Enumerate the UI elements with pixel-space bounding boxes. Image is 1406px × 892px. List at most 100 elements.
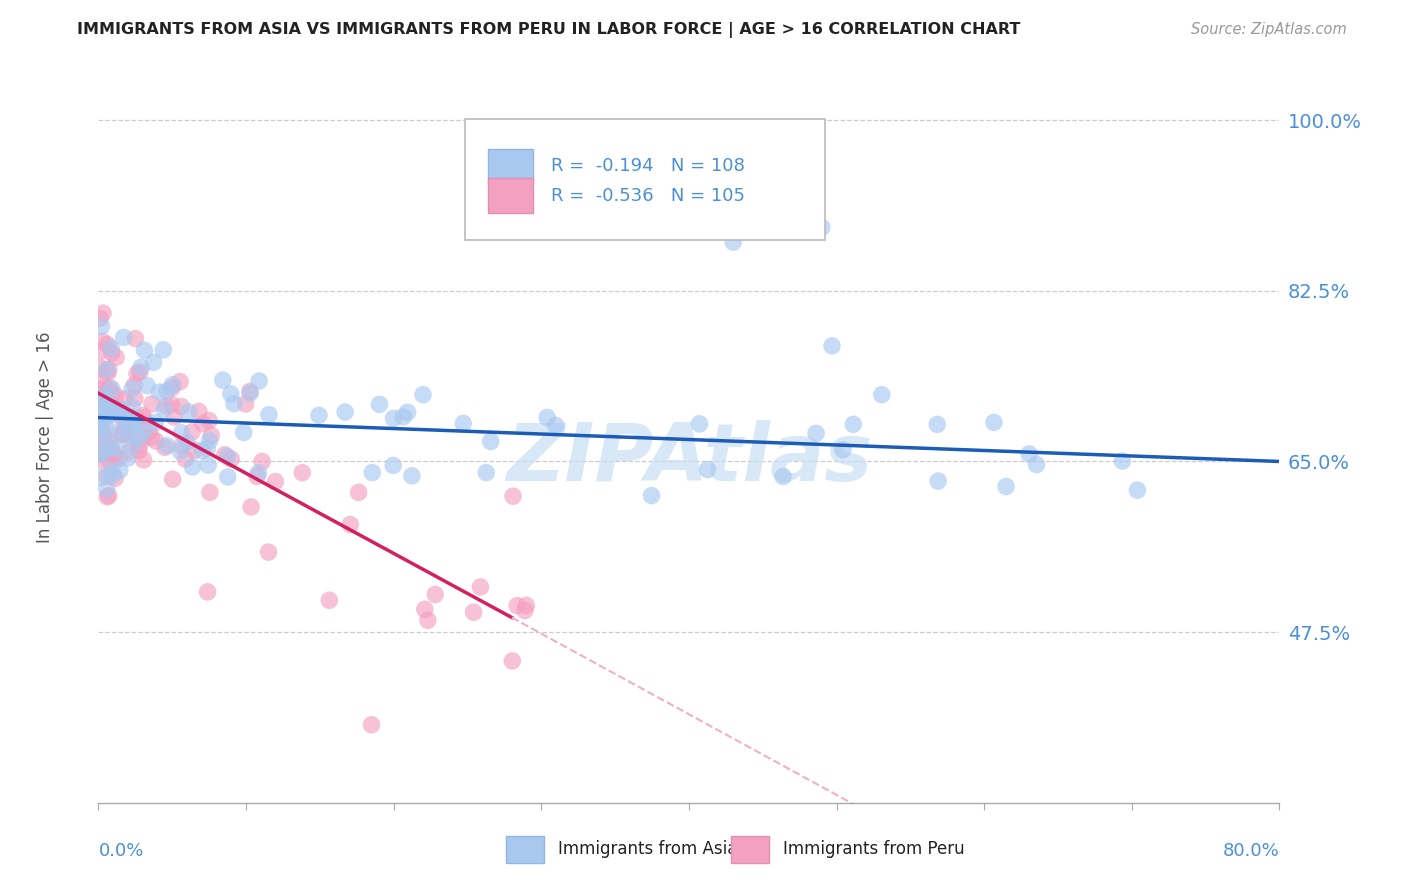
Text: Source: ZipAtlas.com: Source: ZipAtlas.com xyxy=(1191,22,1347,37)
Point xyxy=(392,409,415,424)
Point xyxy=(101,468,124,483)
Point xyxy=(217,450,239,464)
FancyBboxPatch shape xyxy=(464,119,825,240)
Point xyxy=(831,442,853,457)
Point xyxy=(90,407,112,421)
Point xyxy=(108,463,131,477)
Point xyxy=(198,434,221,448)
Point xyxy=(114,422,136,436)
Point xyxy=(117,451,139,466)
Point xyxy=(361,466,384,480)
Point xyxy=(463,605,485,619)
Point xyxy=(506,599,529,613)
Point xyxy=(89,447,111,461)
Point xyxy=(97,366,120,380)
Point xyxy=(121,382,143,396)
Point xyxy=(118,427,141,442)
Point xyxy=(176,435,198,450)
Point xyxy=(198,413,221,427)
Text: ZIPAtlas: ZIPAtlas xyxy=(506,420,872,498)
Point xyxy=(382,458,405,473)
Text: R =  -0.194   N = 108: R = -0.194 N = 108 xyxy=(551,158,745,176)
Point xyxy=(98,444,121,458)
Point xyxy=(162,472,184,486)
Point xyxy=(93,430,115,444)
FancyBboxPatch shape xyxy=(488,178,533,213)
Text: R =  -0.536   N = 105: R = -0.536 N = 105 xyxy=(551,186,745,204)
Point xyxy=(115,427,138,442)
Point xyxy=(132,410,155,425)
Point xyxy=(101,404,124,418)
Point xyxy=(153,441,176,455)
Point xyxy=(1126,483,1149,497)
Point xyxy=(134,429,156,443)
Point xyxy=(181,459,204,474)
Point xyxy=(983,416,1005,430)
Text: 80.0%: 80.0% xyxy=(1223,842,1279,860)
FancyBboxPatch shape xyxy=(488,149,533,184)
Point xyxy=(479,434,502,449)
Point xyxy=(90,319,112,334)
Point xyxy=(132,425,155,439)
Point xyxy=(100,442,122,457)
Point xyxy=(104,389,127,403)
Point xyxy=(219,387,242,401)
Point xyxy=(96,337,118,351)
Point xyxy=(170,425,193,440)
Point xyxy=(247,374,270,388)
Point xyxy=(101,464,124,478)
Point xyxy=(232,425,254,440)
Point xyxy=(128,443,150,458)
Point xyxy=(689,417,711,431)
Point xyxy=(821,339,844,353)
Point xyxy=(339,517,361,532)
Point xyxy=(640,489,662,503)
Point xyxy=(97,434,120,448)
Point xyxy=(93,392,115,406)
Point xyxy=(217,470,239,484)
Point xyxy=(93,442,115,456)
Point xyxy=(96,469,118,483)
Point xyxy=(451,417,474,431)
Point xyxy=(125,413,148,427)
Point xyxy=(197,585,219,599)
Point xyxy=(222,396,245,410)
Point xyxy=(169,375,191,389)
Text: IMMIGRANTS FROM ASIA VS IMMIGRANTS FROM PERU IN LABOR FORCE | AGE > 16 CORRELATI: IMMIGRANTS FROM ASIA VS IMMIGRANTS FROM … xyxy=(77,22,1021,38)
Point xyxy=(91,376,114,390)
Point xyxy=(110,401,132,416)
Point xyxy=(396,405,419,419)
Point xyxy=(110,410,132,425)
Point xyxy=(103,402,125,417)
Point xyxy=(104,401,127,415)
Point xyxy=(219,452,242,467)
Point xyxy=(696,463,718,477)
Point xyxy=(90,447,112,461)
Point xyxy=(98,407,121,421)
Point xyxy=(89,311,111,326)
Point xyxy=(125,367,148,381)
Point xyxy=(96,490,118,504)
Point xyxy=(94,400,117,414)
Point xyxy=(139,430,162,444)
Point xyxy=(239,384,262,399)
Point xyxy=(108,424,131,438)
Point xyxy=(163,410,186,425)
Point xyxy=(136,378,159,392)
Point xyxy=(347,485,370,500)
Point xyxy=(162,377,184,392)
Point xyxy=(91,334,114,349)
Point xyxy=(111,427,134,442)
Point xyxy=(169,444,191,458)
Point xyxy=(804,426,827,441)
Point xyxy=(772,469,794,483)
Point xyxy=(104,405,127,419)
Point xyxy=(501,654,523,668)
Point xyxy=(214,448,236,462)
Point xyxy=(247,466,270,480)
Point xyxy=(156,384,179,398)
Point xyxy=(250,454,273,468)
Point xyxy=(197,458,219,473)
Point xyxy=(308,409,330,423)
Point xyxy=(104,452,127,467)
